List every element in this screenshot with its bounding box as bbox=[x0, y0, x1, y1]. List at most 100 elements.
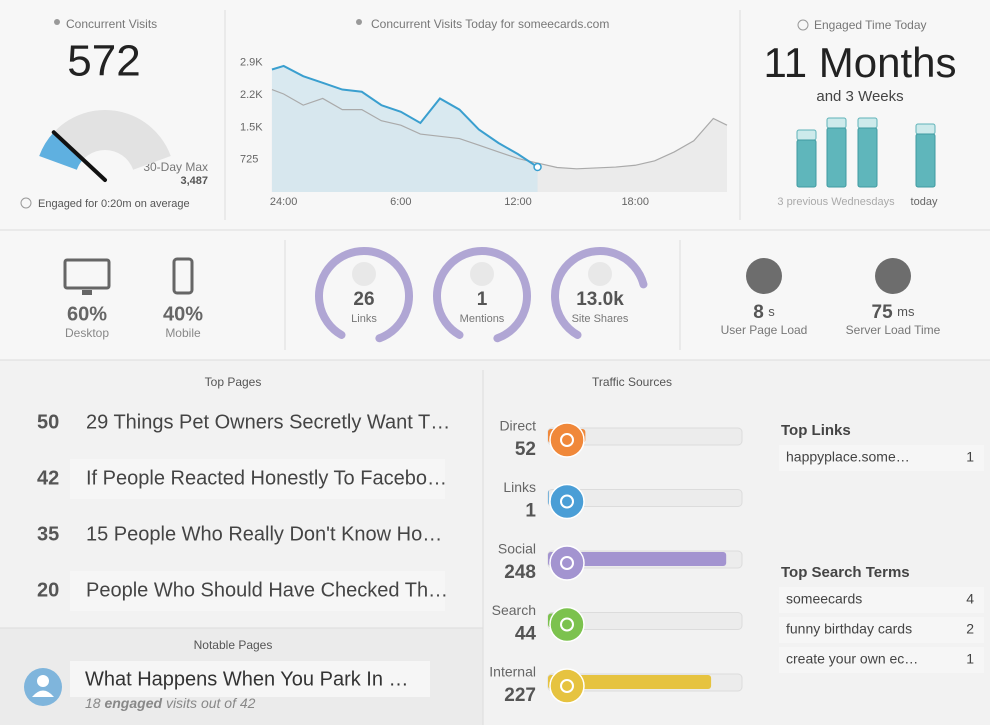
source-glyph bbox=[560, 617, 574, 632]
max-label: 30-Day Max bbox=[143, 160, 208, 174]
source-icon bbox=[549, 545, 585, 581]
row-background bbox=[70, 515, 445, 555]
section-title: Traffic Sources bbox=[592, 375, 672, 389]
row-background bbox=[779, 617, 984, 643]
ring-icon bbox=[470, 262, 494, 286]
device-label: Mobile bbox=[165, 326, 201, 340]
device-value: 40% bbox=[163, 303, 203, 325]
ring bbox=[551, 247, 648, 339]
x-tick-label: 12:00 bbox=[504, 196, 532, 208]
current-point bbox=[533, 162, 542, 172]
y-tick-label: 2.2K bbox=[240, 89, 263, 101]
phone-icon bbox=[172, 257, 194, 295]
perf-icon bbox=[875, 258, 911, 294]
list-label[interactable]: create your own ec… bbox=[786, 651, 918, 667]
perf-unit: ms bbox=[897, 304, 915, 319]
page-title[interactable]: 29 Things Pet Owners Secretly Want T… bbox=[86, 411, 450, 433]
source-value: 248 bbox=[504, 562, 536, 583]
clock-icon bbox=[20, 197, 32, 209]
row-background bbox=[779, 587, 984, 613]
gauge-fill bbox=[39, 132, 84, 170]
traffic-bar bbox=[548, 490, 549, 505]
x-tick-label: 6:00 bbox=[390, 196, 411, 208]
person-icon bbox=[54, 19, 60, 25]
bar-top bbox=[857, 117, 878, 129]
engaged-note: Engaged for 0:20m on average bbox=[38, 198, 190, 210]
source-name: Social bbox=[498, 541, 536, 557]
social-value: 1 bbox=[477, 289, 488, 310]
section-title: Top Links bbox=[781, 422, 851, 439]
y-tick-label: 2.9K bbox=[240, 57, 263, 69]
list-label[interactable]: someecards bbox=[786, 591, 862, 607]
traffic-bar bbox=[548, 675, 712, 689]
list-label[interactable]: happyplace.some… bbox=[786, 449, 910, 465]
source-glyph bbox=[560, 556, 574, 570]
source-icon bbox=[549, 483, 585, 520]
series-line bbox=[271, 88, 728, 170]
source-name: Links bbox=[503, 479, 536, 495]
engaged-count: 18 bbox=[85, 695, 101, 711]
source-icon bbox=[549, 422, 585, 458]
source-glyph bbox=[560, 679, 574, 693]
bar bbox=[826, 127, 847, 188]
source-glyph bbox=[560, 433, 574, 447]
source-value: 227 bbox=[504, 685, 536, 706]
row-background bbox=[70, 403, 445, 443]
source-value: 44 bbox=[515, 624, 537, 645]
page-count: 20 bbox=[37, 579, 59, 601]
chart-title: Concurrent Visits Today for someecards.c… bbox=[371, 17, 609, 31]
bar-label: today bbox=[911, 196, 938, 208]
bar bbox=[857, 127, 878, 188]
bar-top bbox=[915, 123, 936, 135]
page-title[interactable]: 15 People Who Really Don't Know Ho… bbox=[86, 523, 442, 545]
bar bbox=[915, 133, 936, 188]
y-tick-label: 725 bbox=[240, 154, 258, 166]
source-value: 52 bbox=[515, 439, 536, 460]
monitor-icon bbox=[63, 258, 111, 290]
section-title: Notable Pages bbox=[194, 638, 273, 652]
device-label: Desktop bbox=[65, 326, 109, 340]
device-value: 60% bbox=[67, 303, 107, 325]
page-count: 42 bbox=[37, 467, 59, 489]
list-count: 4 bbox=[966, 591, 974, 607]
social-label: Mentions bbox=[460, 313, 505, 325]
list-count: 2 bbox=[966, 621, 974, 637]
list-count: 1 bbox=[966, 449, 974, 465]
page-count: 35 bbox=[37, 523, 59, 545]
avatar-head bbox=[37, 675, 49, 687]
social-value: 26 bbox=[353, 289, 374, 310]
series-line bbox=[271, 64, 539, 168]
section-title: Top Search Terms bbox=[781, 564, 910, 581]
big-number: 572 bbox=[67, 37, 140, 86]
series-area bbox=[271, 65, 538, 192]
avatar-body bbox=[32, 690, 54, 697]
perf-number: 75 bbox=[872, 302, 894, 323]
ring-icon bbox=[588, 262, 612, 286]
clock-icon bbox=[797, 19, 809, 31]
x-tick-label: 24:00 bbox=[270, 196, 298, 208]
traffic-bar bbox=[548, 552, 727, 566]
page-title[interactable]: People Who Should Have Checked Th… bbox=[86, 579, 448, 601]
bar bbox=[796, 139, 817, 188]
row-background bbox=[70, 661, 430, 697]
notable-headline[interactable]: What Happens When You Park In … bbox=[85, 668, 409, 690]
page-title[interactable]: If People Reacted Honestly To Facebo… bbox=[86, 467, 447, 489]
notable-sub: 18 engaged visits out of 42 bbox=[85, 695, 256, 711]
source-glyph bbox=[560, 494, 574, 509]
list-label[interactable]: funny birthday cards bbox=[786, 621, 912, 637]
person-icon bbox=[356, 19, 362, 25]
x-tick-label: 18:00 bbox=[621, 196, 649, 208]
bar-top bbox=[796, 129, 817, 141]
section-title: Top Pages bbox=[205, 375, 262, 389]
sub-value: and 3 Weeks bbox=[816, 88, 903, 105]
page-count: 50 bbox=[37, 411, 59, 433]
bar-top bbox=[826, 117, 847, 129]
perf-label: User Page Load bbox=[721, 323, 808, 337]
row-background bbox=[70, 571, 445, 611]
source-icon bbox=[549, 668, 585, 704]
source-icon bbox=[549, 606, 585, 643]
big-number: 11 Months bbox=[764, 39, 957, 86]
engaged-word: engaged bbox=[104, 695, 162, 711]
source-name: Internal bbox=[489, 664, 536, 680]
